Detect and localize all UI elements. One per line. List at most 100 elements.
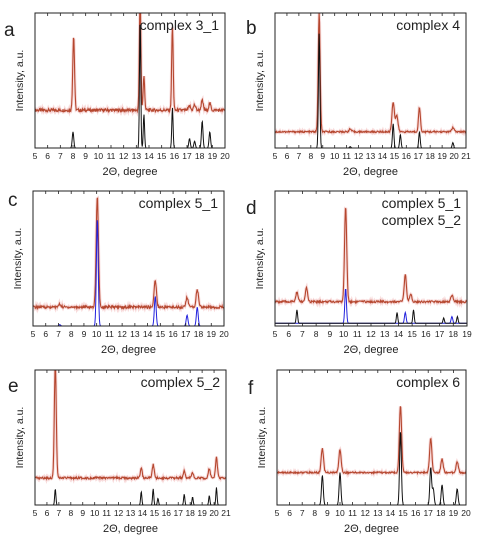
x-tick-label: 14 [394,329,404,339]
panel-b: 5 6 7 8 9 10 11 12 13 14 15 16 17 18 19 20 21 2Θ, degree I… [246,12,471,178]
x-tick-label: 7 [300,329,305,339]
x-tick-label: 12 [354,151,364,161]
x-tick-label: 17 [182,151,192,161]
x-tick-label: 10 [339,329,349,339]
x-tick-label: 8 [68,508,73,518]
panel-title: complex 4 [396,17,460,33]
panel-letter: e [8,376,19,397]
panel-title: complex 5_2 [141,374,221,390]
x-tick-label: 12 [366,329,376,339]
x-tick-label: 13 [132,151,142,161]
plot-frame [32,190,225,327]
x-tick-label: 13 [126,508,136,518]
panel-c: 5 6 7 8 9 10 11 12 13 14 15 16 17 18 19 20 2Θ, degree Int… [8,190,229,356]
y-axis-label: Intensity, a.u. [254,228,266,290]
x-tick-label: 7 [300,508,305,518]
x-tick-label: 15 [390,151,400,161]
panel-a: 5 6 7 8 9 10 11 12 13 14 15 16 17 18 19 20 2Θ, degree Int… [4,12,230,178]
y-axis-label: Intensity, a.u. [14,50,26,112]
x-tick-label: 20 [209,508,219,518]
x-tick-label: 11 [348,508,357,518]
x-tick-label: 17 [423,508,433,518]
x-tick-label: 15 [407,329,417,339]
series-simulated-1 [35,24,225,148]
x-tick-label: 10 [94,151,104,161]
x-tick-label: 12 [114,508,124,518]
x-axis-label: 2Θ, degree [344,523,399,535]
series-experimental-0 [275,13,466,135]
x-tick-label: 9 [82,329,87,339]
x-tick-label: 5 [33,151,38,161]
series-experimental-0 [35,13,225,114]
x-tick-label: 18 [194,329,204,339]
x-tick-label: 8 [71,151,76,161]
x-tick-label: 8 [314,329,319,339]
x-tick-label: 16 [162,508,172,518]
x-tick-label: 5 [31,329,36,339]
x-tick-label: 6 [286,329,291,339]
x-axis-label: 2Θ, degree [343,166,398,178]
x-axis-label: 2Θ, degree [101,344,156,356]
x-tick-label: 19 [437,151,447,161]
x-tick-label: 9 [80,508,85,518]
plot-frame [276,369,467,506]
x-tick-label: 19 [207,329,217,339]
x-tick-label: 8 [312,508,317,518]
x-tick-label: 21 [461,151,471,161]
x-tick-label: 7 [58,151,63,161]
panel-letter: f [248,378,254,399]
x-tick-label: 5 [273,329,278,339]
plot-frame [274,12,467,149]
x-tick-label: 20 [461,508,471,518]
y-axis-label: Intensity, a.u. [256,407,268,469]
x-tick-label: 10 [335,508,345,518]
x-tick-label: 18 [449,329,459,339]
x-tick-label: 21 [221,508,231,518]
x-tick-label: 14 [144,151,154,161]
x-tick-label: 19 [197,508,207,518]
x-tick-label: 11 [105,329,114,339]
x-tick-label: 5 [33,508,38,518]
panel-title: complex 5_1 [382,195,462,211]
x-tick-label: 10 [330,151,340,161]
x-tick-label: 16 [168,329,178,339]
x-tick-label: 20 [219,329,229,339]
x-tick-label: 15 [398,508,408,518]
x-tick-label: 7 [297,151,302,161]
x-tick-label: 9 [320,151,325,161]
panel-f: 5 6 7 8 9 10 11 12 13 14 15 16 17 18 19 20 2Θ, degree Int… [248,369,471,535]
x-tick-label: 6 [43,329,48,339]
x-tick-label: 19 [208,151,218,161]
x-tick-label: 16 [411,508,421,518]
x-axis-label: 2Θ, degree [102,166,157,178]
x-axis-label: 2Θ, degree [343,344,398,356]
x-tick-label: 13 [380,329,390,339]
x-tick-label: 6 [45,508,50,518]
x-tick-label: 11 [102,508,111,518]
series-experimental-0 [275,207,467,305]
series-experimental-halo [33,195,224,314]
x-tick-label: 16 [170,151,180,161]
x-axis-label: 2Θ, degree [103,523,158,535]
x-tick-label: 18 [195,151,205,161]
panel-title: complex 5_1 [139,195,219,211]
x-tick-label: 14 [138,508,148,518]
series-experimental-0 [35,370,226,481]
y-axis-label: Intensity, a.u. [254,50,266,112]
panel-title: complex 3_1 [140,17,220,33]
x-tick-label: 7 [57,508,62,518]
x-tick-label: 14 [378,151,388,161]
x-tick-label: 9 [327,329,332,339]
x-tick-label: 5 [273,151,278,161]
x-tick-label: 11 [353,329,362,339]
x-tick-label: 18 [425,151,435,161]
y-axis-label: Intensity, a.u. [12,228,24,290]
series-simulated-1 [277,432,466,505]
series-experimental-0 [33,197,224,311]
x-tick-label: 5 [275,508,280,518]
x-tick-label: 14 [143,329,153,339]
panel-letter: b [246,18,257,39]
x-tick-label: 17 [435,329,445,339]
x-tick-label: 14 [386,508,396,518]
